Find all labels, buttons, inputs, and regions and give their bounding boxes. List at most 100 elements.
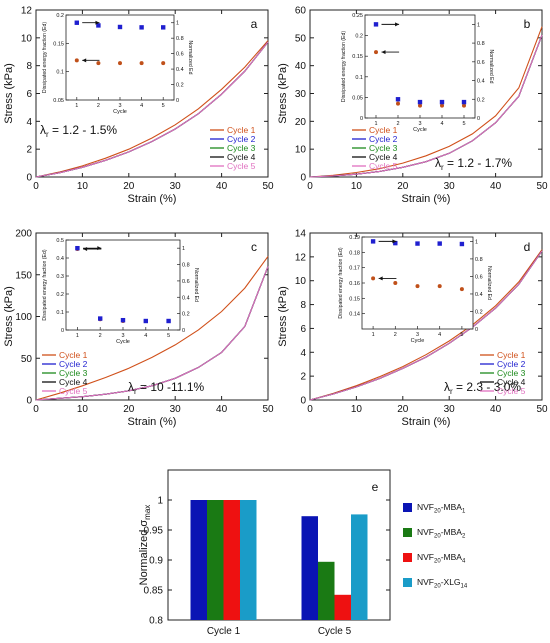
inset-x-tick-label: 2 bbox=[97, 103, 100, 109]
inset-x-tick-label: 4 bbox=[140, 103, 143, 109]
bar-2-cycle-5 bbox=[318, 561, 335, 620]
inset-left-tick-label: 0.18 bbox=[349, 250, 360, 256]
bar-y-tick-label: 0.85 bbox=[144, 586, 164, 597]
inset-left-point bbox=[74, 58, 79, 63]
inset-right-tick-label: 0.2 bbox=[176, 83, 184, 89]
x-tick-label: 0 bbox=[33, 181, 39, 192]
bar-y-tick-label: 0.8 bbox=[149, 616, 163, 627]
y-tick-label: 8 bbox=[300, 300, 306, 311]
inset-left-point bbox=[462, 103, 466, 108]
inset-x-tick-label: 5 bbox=[460, 332, 463, 338]
inset-left-tick-label: 0.1 bbox=[56, 70, 64, 76]
inset-left-point bbox=[459, 287, 464, 292]
y-tick-label: 10 bbox=[295, 276, 307, 287]
y-tick-label: 10 bbox=[21, 33, 33, 44]
inset-right-arrowhead bbox=[395, 22, 400, 27]
inset-x-tick-label: 5 bbox=[167, 333, 170, 339]
inset-left-point bbox=[139, 61, 144, 66]
bar-legend-label: NVF20-MBA4 bbox=[417, 552, 466, 565]
lambda-annotation: λr = 2.3 - 3.0% bbox=[444, 380, 521, 396]
bar-category-label: Cycle 5 bbox=[318, 626, 352, 637]
inset-right-tick-label: 0.4 bbox=[477, 79, 485, 85]
panel-label: a bbox=[251, 17, 258, 31]
inset-b: 1 2 3 4 5 Cycle 0 0.05 0.1 0.15 0.2 0.25 0 0.2 0.4 0.6 0… bbox=[341, 13, 494, 133]
inset-left-tick-label: 0.05 bbox=[53, 98, 64, 104]
inset-right-axis-label: Normalized Ed bbox=[193, 268, 199, 302]
inset-x-tick-label: 4 bbox=[440, 121, 443, 127]
panel-label: d bbox=[524, 240, 531, 254]
inset-frame bbox=[361, 236, 474, 330]
legend-label: Cycle 3 bbox=[369, 143, 398, 153]
y-tick-label: 4 bbox=[300, 348, 306, 359]
series-line-cycle-1 bbox=[35, 256, 269, 401]
inset-left-point bbox=[415, 284, 420, 289]
bar-legend-swatch bbox=[403, 503, 412, 512]
inset-right-point bbox=[139, 25, 144, 30]
lambda-annotation: λr = 10 -11.1% bbox=[128, 380, 204, 396]
legend-label: Cycle 2 bbox=[497, 359, 526, 369]
y-tick-label: 12 bbox=[295, 252, 307, 263]
bar-y-tick-label: 1 bbox=[157, 496, 163, 507]
y-tick-label: 40 bbox=[295, 61, 307, 72]
y-tick-label: 6 bbox=[26, 89, 32, 100]
inset-x-tick-label: 2 bbox=[396, 121, 399, 127]
x-tick-label: 50 bbox=[262, 404, 274, 415]
bar-y-tick-label: 0.9 bbox=[149, 556, 163, 567]
inset-left-point bbox=[371, 276, 376, 281]
inset-x-tick-label: 3 bbox=[118, 103, 121, 109]
y-axis-label: Stress (kPa) bbox=[3, 63, 15, 124]
bar-3-cycle-1 bbox=[223, 500, 240, 620]
inset-x-tick-label: 3 bbox=[416, 332, 419, 338]
y-tick-label: 100 bbox=[15, 312, 32, 323]
inset-right-point bbox=[417, 99, 423, 105]
legend-label: Cycle 4 bbox=[227, 152, 256, 162]
inset-right-axis-label: Normalized Ed bbox=[187, 40, 193, 74]
inset-left-point bbox=[118, 61, 122, 66]
legend-label: Cycle 4 bbox=[497, 377, 526, 387]
bar-legend-swatch bbox=[403, 528, 412, 537]
inset-x-tick-label: 2 bbox=[99, 333, 102, 339]
x-axis-label: Strain (%) bbox=[402, 193, 451, 205]
inset-right-tick-label: 0.8 bbox=[477, 41, 485, 47]
bar-2-cycle-1 bbox=[207, 500, 224, 620]
inset-right-point bbox=[74, 20, 79, 25]
inset-right-point bbox=[395, 97, 401, 102]
series-line-cycle-5 bbox=[35, 266, 269, 401]
y-axis-label: Stress (kPa) bbox=[3, 286, 15, 347]
inset-x-tick-label: 1 bbox=[75, 103, 78, 109]
inset-right-arrowhead bbox=[95, 20, 100, 25]
x-tick-label: 20 bbox=[123, 404, 135, 415]
x-tick-label: 20 bbox=[397, 181, 409, 192]
y-axis-label: Stress (kPa) bbox=[277, 286, 289, 347]
inset-right-point bbox=[370, 239, 376, 244]
inset-left-tick-label: 0.15 bbox=[352, 54, 363, 60]
y-tick-label: 30 bbox=[295, 89, 307, 100]
x-tick-label: 0 bbox=[307, 181, 313, 192]
panel-label: e bbox=[372, 480, 379, 494]
x-tick-label: 50 bbox=[536, 404, 548, 415]
inset-x-tick-label: 2 bbox=[394, 332, 397, 338]
y-tick-label: 10 bbox=[295, 145, 307, 156]
inset-left-point bbox=[437, 284, 442, 289]
inset-left-tick-label: 0 bbox=[360, 116, 363, 122]
series-line-cycle-5 bbox=[35, 41, 269, 178]
bar-legend-label: NVF20-MBA1 bbox=[417, 502, 466, 515]
legend-label: Cycle 1 bbox=[227, 125, 256, 135]
inset-right-point bbox=[143, 318, 148, 324]
inset-x-axis-label: Cycle bbox=[413, 127, 427, 133]
legend-label: Cycle 4 bbox=[369, 152, 398, 162]
inset-x-tick-label: 5 bbox=[462, 121, 465, 127]
legend-label: Cycle 1 bbox=[497, 350, 526, 360]
legend-label: Cycle 5 bbox=[369, 161, 398, 171]
bar-4-cycle-5 bbox=[351, 514, 368, 620]
inset-right-tick-label: 1 bbox=[477, 22, 480, 28]
inset-right-tick-label: 0.8 bbox=[176, 36, 184, 42]
inset-right-point bbox=[166, 318, 171, 324]
y-tick-label: 2 bbox=[300, 372, 306, 383]
inset-x-tick-label: 4 bbox=[438, 332, 441, 338]
bar-3-cycle-5 bbox=[334, 594, 351, 620]
inset-left-tick-label: 0.2 bbox=[56, 13, 64, 19]
inset-left-point bbox=[440, 103, 444, 108]
